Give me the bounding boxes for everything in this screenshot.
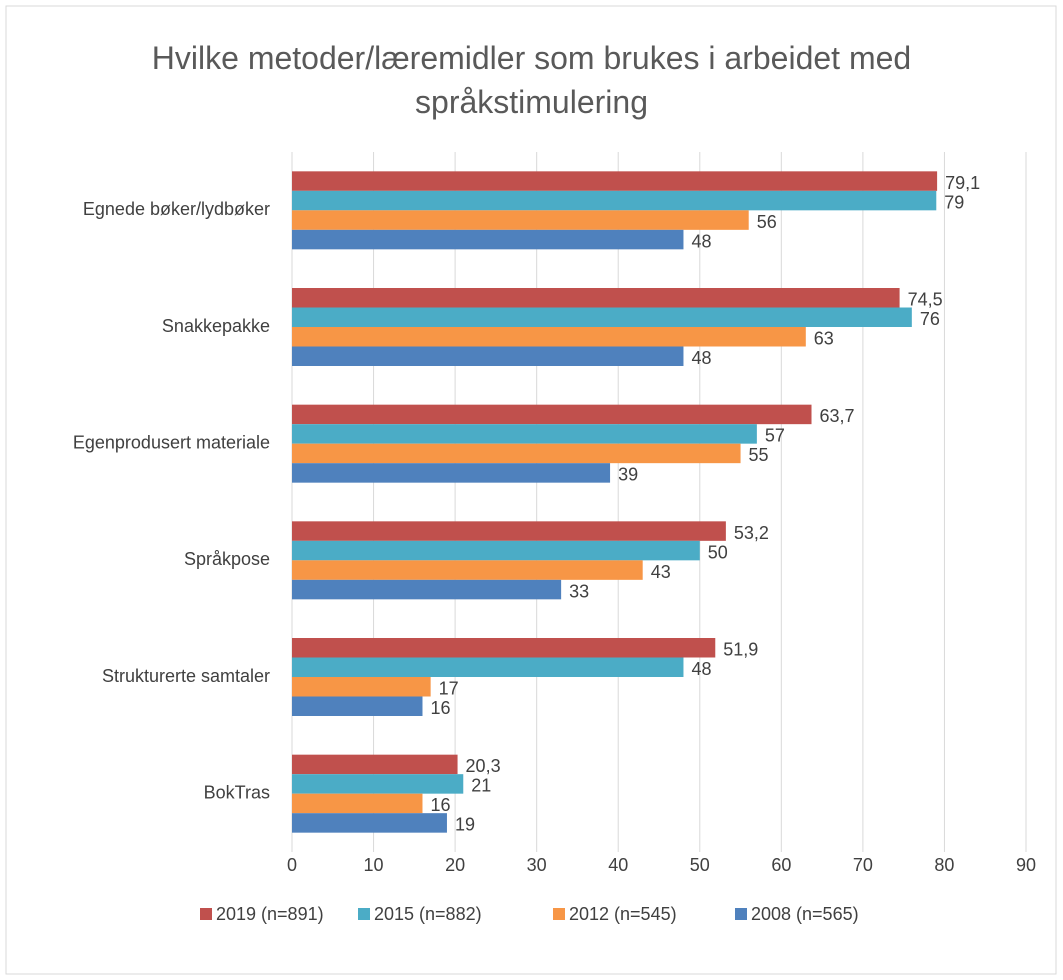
data-label: 19 [455,815,475,835]
bar [292,346,684,366]
x-tick-label: 20 [445,855,465,875]
data-label: 53,2 [734,523,769,543]
y-tick-label: Språkpose [184,549,270,569]
x-tick-label: 30 [527,855,547,875]
data-label: 17 [439,679,459,699]
bar [292,696,423,716]
legend-label: 2012 (n=545) [569,904,677,924]
y-tick-label: Snakkepakke [162,316,270,336]
x-tick-label: 90 [1016,855,1036,875]
data-label: 63,7 [820,406,855,426]
bar [292,657,684,677]
legend-swatch [200,908,212,920]
chart-border [5,5,1057,975]
x-tick-label: 50 [690,855,710,875]
x-tick-label: 40 [608,855,628,875]
data-label: 39 [618,465,638,485]
bar [292,171,938,191]
data-label: 20,3 [466,756,501,776]
data-label: 48 [691,348,711,368]
legend-label: 2008 (n=565) [751,904,859,924]
data-label: 48 [691,231,711,251]
y-tick-label: BokTras [204,782,270,802]
chart-title: Hvilke metoder/læremidler som brukes i a… [151,40,912,120]
bar [292,327,806,347]
data-label: 57 [765,426,785,446]
bar [292,307,912,327]
bar [292,560,643,580]
bar [292,774,464,794]
bar [292,288,900,308]
x-tick-label: 60 [771,855,791,875]
legend-swatch [358,908,370,920]
data-label: 63 [814,329,834,349]
bar [292,793,423,814]
data-label: 43 [651,562,671,582]
data-label: 79,1 [945,173,980,193]
data-label: 50 [708,542,728,562]
y-tick-label: Egenprodusert materiale [73,432,270,452]
bar [292,463,611,483]
data-label: 16 [430,698,450,718]
legend-label: 2015 (n=882) [374,904,482,924]
bar [292,190,937,211]
bar [292,210,749,230]
y-tick-label: Egnede bøker/lydbøker [83,199,270,219]
data-label: 21 [471,776,491,796]
bar [292,754,458,775]
bar [292,813,447,833]
legend-label: 2019 (n=891) [216,904,324,924]
data-label: 76 [920,309,940,329]
data-label: 51,9 [723,640,758,660]
x-tick-label: 0 [287,855,297,875]
legend-swatch [553,908,565,920]
data-label: 33 [569,581,589,601]
data-label: 48 [691,659,711,679]
bar [292,443,741,464]
bar [292,540,700,561]
bar [292,638,716,658]
legend-swatch [735,908,747,920]
bar [292,677,431,697]
x-tick-label: 70 [853,855,873,875]
bar [292,579,562,600]
bar [292,404,812,425]
data-label: 16 [430,795,450,815]
bar [292,229,684,250]
x-tick-label: 80 [934,855,954,875]
x-tick-label: 10 [364,855,384,875]
bar [292,521,726,541]
bar [292,424,757,444]
data-label: 56 [757,212,777,232]
data-label: 79 [944,192,964,212]
data-label: 55 [749,445,769,465]
data-label: 74,5 [908,290,943,310]
y-tick-label: Strukturerte samtaler [102,666,270,686]
